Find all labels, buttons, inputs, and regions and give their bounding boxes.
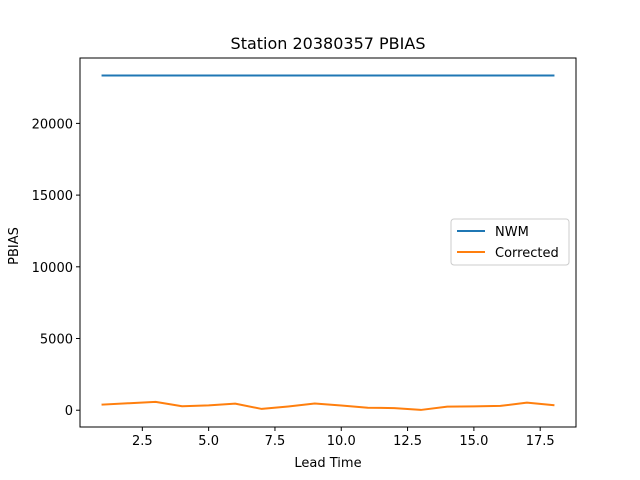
x-axis: 2.5 5.0 7.5 10.0 12.5 15.0 17.5 (132, 427, 555, 449)
y-tick-label: 0 (65, 404, 73, 419)
x-tick-label: 15.0 (459, 434, 488, 449)
y-tick-label: 20000 (32, 117, 73, 132)
chart-title: Station 20380357 PBIAS (231, 34, 426, 53)
plot-area (101, 74, 555, 411)
legend-label: Corrected (495, 246, 559, 261)
x-tick-label: 7.5 (265, 434, 286, 449)
x-tick-label: 10.0 (327, 434, 356, 449)
x-axis-label: Lead Time (294, 456, 361, 471)
y-tick-label: 5000 (40, 333, 73, 348)
y-axis-label: PBIAS (7, 227, 22, 265)
y-tick-label: 15000 (32, 189, 73, 204)
legend: NWM Corrected (450, 218, 570, 266)
x-tick-label: 17.5 (526, 434, 555, 449)
x-tick-label: 2.5 (132, 434, 153, 449)
legend-label: NWM (495, 225, 529, 240)
x-tick-label: 12.5 (393, 434, 422, 449)
y-axis: 0 5000 10000 15000 20000 (32, 117, 80, 419)
series-line-corrected (101, 400, 555, 411)
x-tick-label: 5.0 (198, 434, 219, 449)
y-tick-label: 10000 (32, 261, 73, 276)
plot-frame (79, 57, 577, 428)
